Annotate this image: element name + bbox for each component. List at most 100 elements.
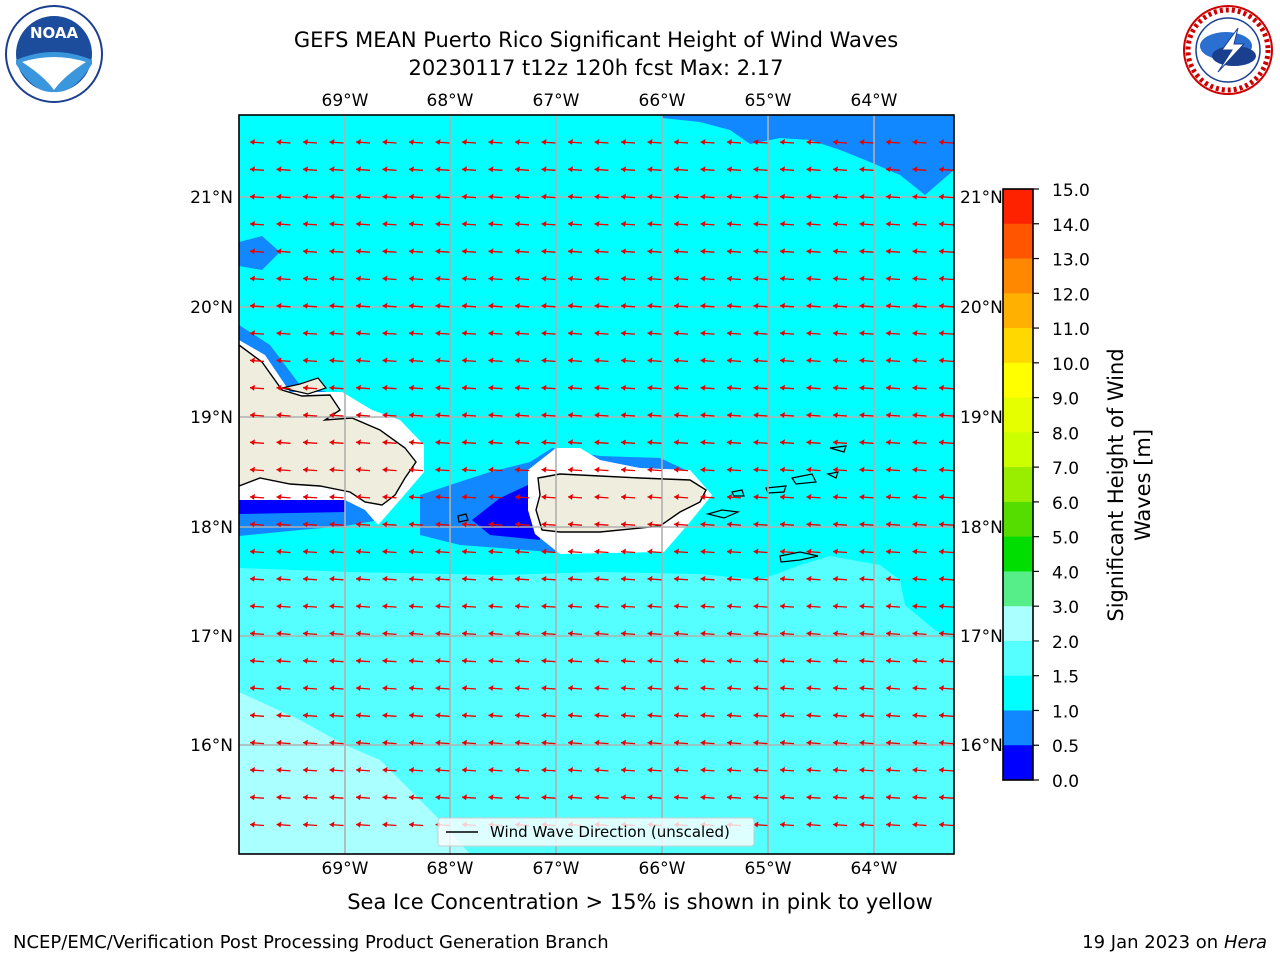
wind-arrow bbox=[461, 384, 477, 391]
wind-arrow bbox=[912, 412, 927, 418]
wind-arrow bbox=[435, 766, 450, 773]
wind-arrow bbox=[488, 248, 503, 255]
wind-arrow bbox=[514, 766, 530, 773]
lat-label-left: 16°N bbox=[190, 736, 233, 756]
wind-arrow bbox=[594, 521, 609, 528]
wind-arrow bbox=[355, 193, 371, 200]
wind-arrow bbox=[541, 794, 556, 801]
wind-arrow bbox=[382, 603, 397, 610]
wind-arrow bbox=[885, 384, 901, 391]
wind-arrow bbox=[567, 548, 583, 555]
wind-arrow bbox=[435, 139, 450, 145]
wind-arrow bbox=[779, 657, 795, 664]
wind-arrow bbox=[461, 685, 477, 691]
wind-arrow bbox=[859, 630, 874, 637]
wind-arrow bbox=[302, 439, 318, 446]
wind-arrow bbox=[859, 685, 874, 691]
wind-arrow bbox=[435, 603, 450, 610]
wind-arrow bbox=[302, 139, 318, 145]
wind-arrow bbox=[567, 766, 583, 773]
wind-arrow bbox=[408, 685, 424, 691]
wind-arrow bbox=[726, 275, 742, 282]
colorbar-tick-label: 8.0 bbox=[1052, 424, 1079, 444]
wind-arrow bbox=[753, 302, 768, 309]
wind-arrow bbox=[355, 548, 371, 555]
wind-arrow bbox=[382, 739, 397, 746]
wind-arrow bbox=[249, 248, 265, 255]
wind-arrow bbox=[329, 220, 344, 227]
wind-arrow bbox=[859, 220, 874, 227]
wind-arrow bbox=[647, 603, 662, 610]
wind-arrow bbox=[382, 657, 397, 664]
wind-arrow bbox=[382, 357, 397, 364]
wind-arrow bbox=[329, 794, 344, 801]
wind-arrow bbox=[779, 166, 795, 173]
wind-arrow bbox=[912, 794, 927, 801]
wind-arrow bbox=[276, 139, 291, 145]
wind-arrow bbox=[859, 439, 874, 446]
wind-arrow bbox=[620, 548, 636, 555]
wind-arrow bbox=[355, 766, 371, 773]
wind-arrow bbox=[355, 685, 371, 691]
colorbar-segment bbox=[1003, 467, 1033, 503]
wind-arrow bbox=[885, 466, 901, 473]
sea-ice-caption: Sea Ice Concentration > 15% is shown in … bbox=[347, 890, 933, 914]
wind-arrow bbox=[673, 766, 689, 773]
footer-right: 19 Jan 2023 on Hera bbox=[1082, 932, 1267, 953]
wind-arrow bbox=[329, 685, 344, 691]
wind-arrow bbox=[435, 794, 450, 801]
wind-arrow bbox=[938, 439, 954, 446]
wind-arrow bbox=[753, 166, 768, 173]
wind-arrow bbox=[567, 630, 583, 637]
wind-arrow bbox=[514, 493, 530, 500]
wind-arrow bbox=[435, 439, 450, 446]
wind-arrow bbox=[912, 466, 927, 473]
wind-arrow bbox=[673, 275, 689, 282]
wind-arrow bbox=[329, 630, 344, 637]
wind-arrow bbox=[249, 275, 265, 282]
wind-arrow bbox=[726, 412, 742, 418]
wind-arrow bbox=[912, 712, 927, 719]
wind-arrow bbox=[461, 630, 477, 637]
wind-arrow bbox=[302, 384, 318, 391]
lat-label-right: 19°N bbox=[960, 408, 1003, 428]
wind-arrow bbox=[276, 521, 291, 528]
wind-arrow bbox=[514, 412, 530, 418]
wind-arrow bbox=[541, 166, 556, 173]
wind-arrow bbox=[276, 302, 291, 309]
wind-arrow bbox=[249, 521, 265, 528]
wind-arrow bbox=[355, 248, 371, 255]
wind-arrow bbox=[647, 193, 662, 200]
wind-arrow bbox=[859, 548, 874, 555]
wind-arrow bbox=[408, 166, 424, 173]
wind-arrow bbox=[594, 330, 609, 337]
wind-arrow bbox=[806, 412, 821, 418]
wind-arrow bbox=[329, 248, 344, 255]
wind-arrow bbox=[938, 302, 954, 309]
wind-arrow bbox=[647, 657, 662, 664]
wind-arrow bbox=[408, 139, 424, 145]
wind-arrow bbox=[938, 248, 954, 255]
wind-arrow bbox=[726, 439, 742, 446]
wind-arrow bbox=[408, 220, 424, 227]
wind-arrow bbox=[461, 466, 477, 473]
wind-arrow bbox=[435, 657, 450, 664]
colorbar-tick-label: 13.0 bbox=[1052, 251, 1090, 271]
wind-arrow bbox=[355, 220, 371, 227]
wind-arrow bbox=[620, 302, 636, 309]
wind-arrow bbox=[567, 603, 583, 610]
wind-arrow bbox=[912, 821, 927, 828]
wind-arrow bbox=[859, 466, 874, 473]
wind-arrow bbox=[912, 166, 927, 173]
wind-arrow bbox=[912, 548, 927, 555]
wind-arrow bbox=[567, 712, 583, 719]
wind-arrow bbox=[885, 821, 901, 828]
wind-arrow bbox=[329, 439, 344, 446]
wind-arrow bbox=[620, 766, 636, 773]
wind-arrow bbox=[488, 712, 503, 719]
puerto-rico-land bbox=[535, 473, 707, 533]
wind-arrow bbox=[435, 275, 450, 282]
wind-arrow bbox=[832, 193, 848, 200]
hispaniola-land bbox=[239, 344, 417, 506]
wind-arrow bbox=[832, 248, 848, 255]
